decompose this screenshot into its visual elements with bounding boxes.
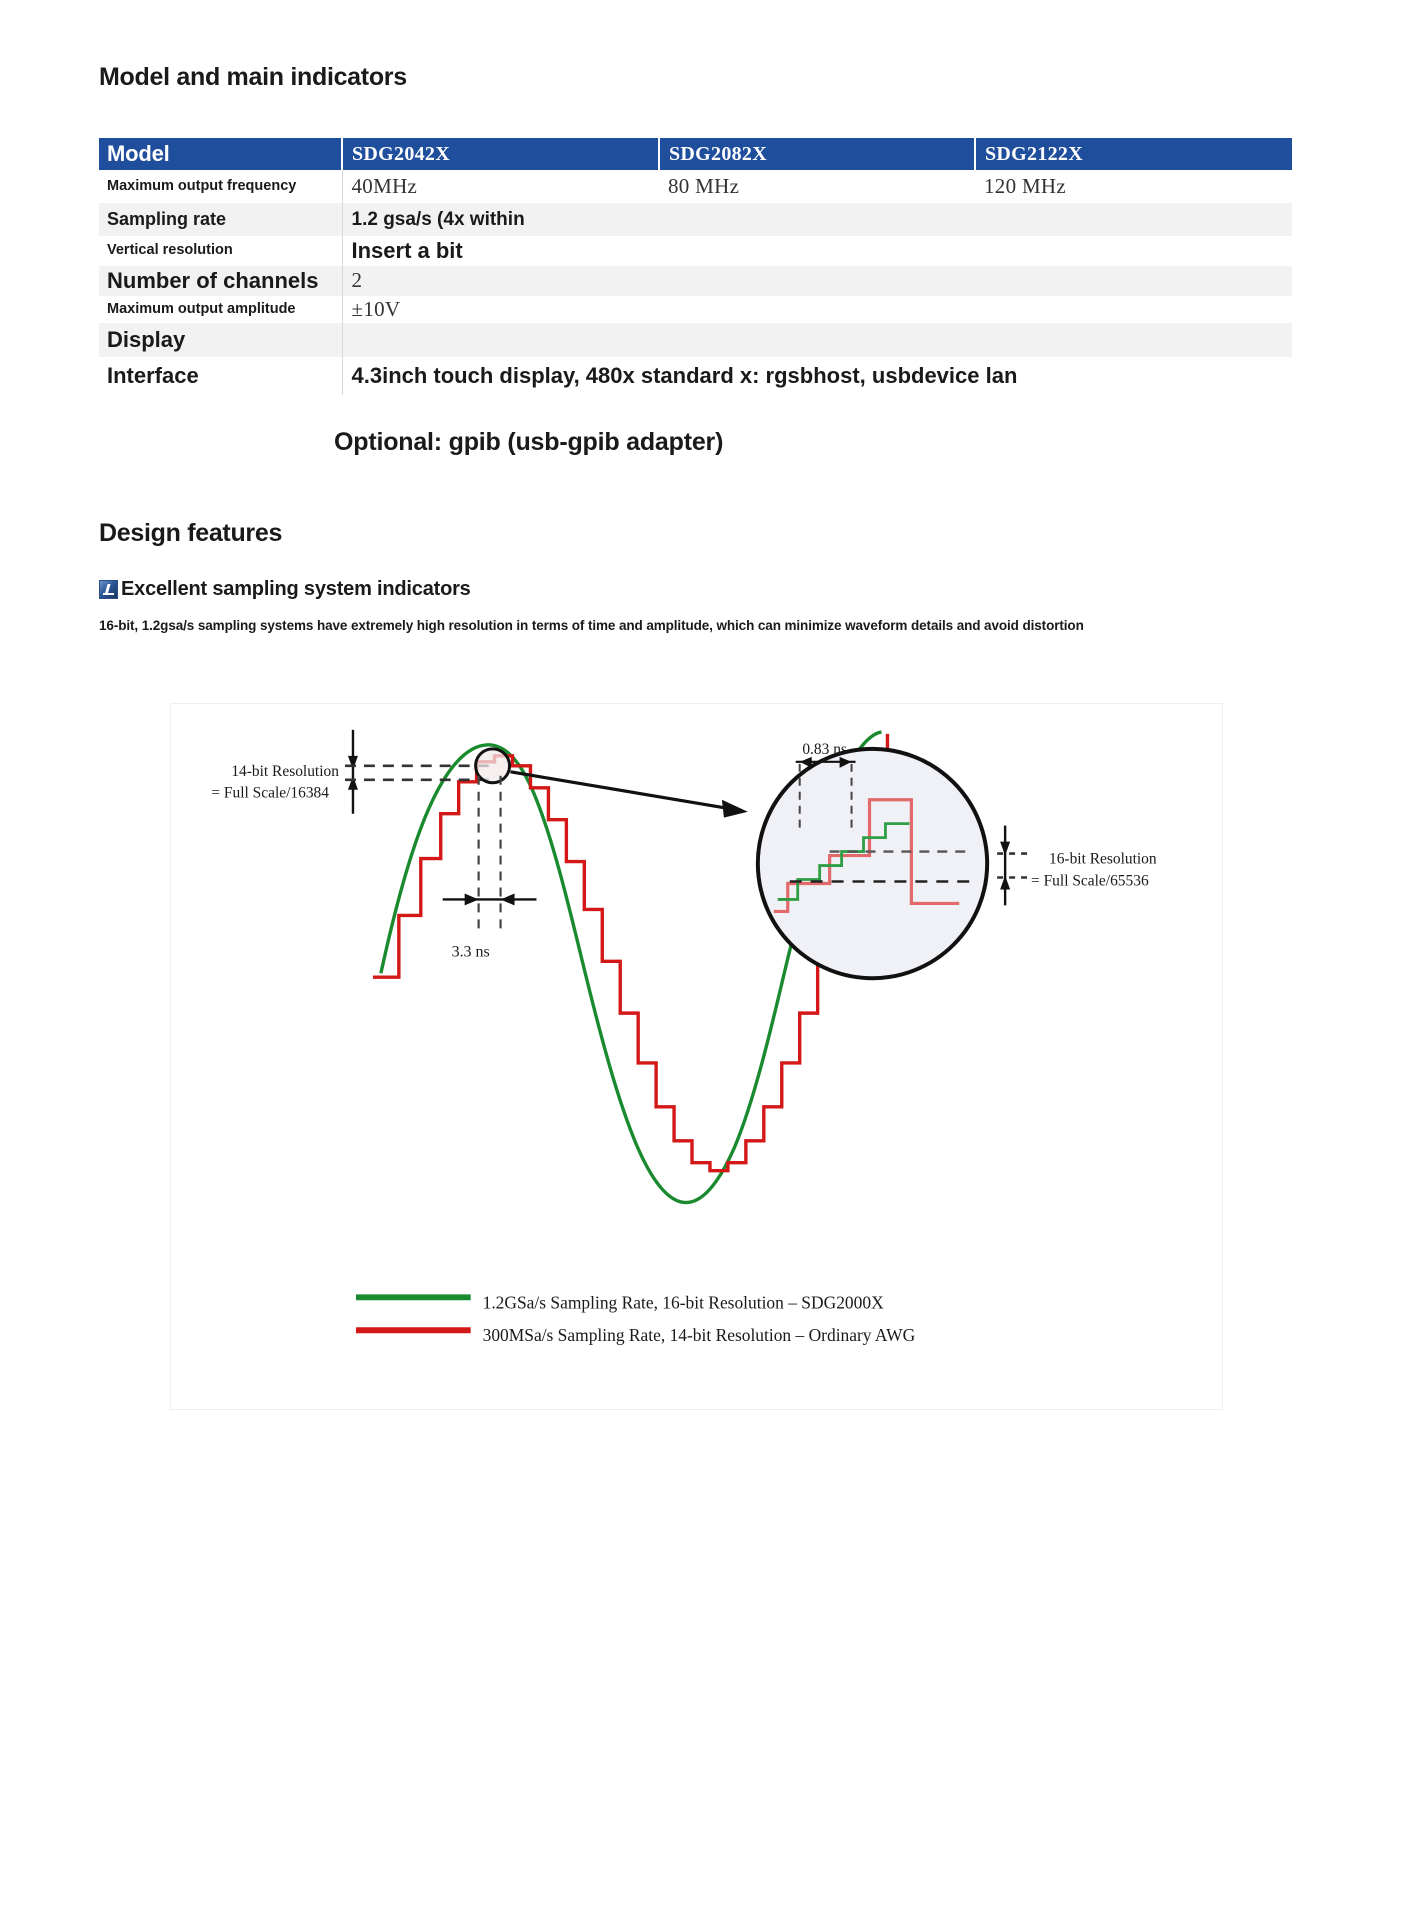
row-value-max-freq-sdg2042x: 40MHz	[351, 173, 418, 198]
blue-document-icon	[99, 580, 118, 599]
row-label-display: Display	[99, 323, 343, 357]
row-value-number-of-channels: 2	[351, 268, 363, 293]
row-value-maximum-output-amplitude: ±10V	[351, 296, 401, 321]
table-row: Vertical resolution Insert a bit	[99, 236, 1292, 266]
table-row: Interface 4.3inch touch display, 480x st…	[99, 357, 1292, 395]
legend-item-green: 1.2GSa/s Sampling Rate, 16-bit Resolutio…	[355, 1292, 884, 1312]
annotation-14bit-resolution: 14-bit Resolution = Full Scale/16384	[211, 729, 489, 814]
spec-table: Model SDG2042X SDG2082X SDG2122X Maximum…	[99, 138, 1292, 395]
table-header-model-1: SDG2042X	[341, 138, 659, 170]
magnifier-source-circle	[474, 747, 512, 785]
row-value-max-freq-sdg2082x: 80 MHz	[668, 173, 740, 198]
feature-heading-label: Excellent sampling system indicators	[121, 578, 471, 600]
table-row: Maximum output frequency 40MHz 80 MHz 12…	[99, 170, 1292, 203]
annotation-16bit-line1: 16-bit Resolution	[1049, 851, 1157, 868]
row-label-maximum-output-frequency: Maximum output frequency	[99, 170, 343, 203]
annotation-0-83ns-label: 0.83 ns	[802, 741, 847, 758]
magnifier-pointer-arrow	[510, 770, 748, 818]
page-title-model-and-main-indicators: Model and main indicators	[99, 63, 407, 91]
row-label-vertical-resolution: Vertical resolution	[99, 236, 343, 266]
row-value-max-freq-sdg2122x: 120 MHz	[984, 173, 1067, 198]
optional-gpib-note: Optional: gpib (usb-gpib adapter)	[334, 428, 724, 456]
feature-heading-row: Excellent sampling system indicators	[99, 578, 471, 601]
annotation-3-3ns-label: 3.3 ns	[452, 943, 490, 960]
row-value-vertical-resolution: Insert a bit	[351, 237, 463, 263]
legend-label-red: 300MSa/s Sampling Rate, 14-bit Resolutio…	[483, 1325, 916, 1345]
table-row: Number of channels 2	[99, 266, 1292, 296]
magnifier-detail-circle: 0.83 ns	[755, 741, 990, 981]
row-value-interface: 4.3inch touch display, 480x standard x: …	[351, 363, 1018, 389]
annotation-16bit-resolution: 16-bit Resolution = Full Scale/65536	[997, 825, 1157, 906]
row-value-display	[342, 323, 1292, 357]
row-label-number-of-channels: Number of channels	[99, 266, 343, 296]
row-label-interface: Interface	[99, 357, 343, 395]
table-header-model-2: SDG2082X	[658, 138, 975, 170]
table-header-model-label: Model	[99, 138, 342, 170]
row-value-sampling-rate: 1.2 gsa/s (4x within	[351, 208, 525, 230]
page-title-design-features: Design features	[99, 519, 283, 547]
annotation-step-width-3-3ns: 3.3 ns	[442, 775, 537, 960]
figure-canvas: 14-bit Resolution = Full Scale/16384	[211, 729, 1157, 1345]
table-header-model-3: SDG2122X	[974, 138, 1292, 170]
feature-body-text: 16-bit, 1.2gsa/s sampling systems have e…	[99, 618, 1084, 633]
table-row: Display	[99, 323, 1292, 357]
row-label-maximum-output-amplitude: Maximum output amplitude	[99, 296, 343, 323]
annotation-16bit-line2: = Full Scale/65536	[1031, 872, 1149, 889]
sampling-resolution-figure: 14-bit Resolution = Full Scale/16384	[170, 703, 1223, 1410]
table-header-row: Model SDG2042X SDG2082X SDG2122X	[99, 138, 1292, 170]
legend-label-green: 1.2GSa/s Sampling Rate, 16-bit Resolutio…	[483, 1292, 884, 1312]
row-label-sampling-rate: Sampling rate	[99, 203, 343, 236]
annotation-14bit-line1: 14-bit Resolution	[231, 763, 339, 780]
table-row: Sampling rate 1.2 gsa/s (4x within	[99, 203, 1292, 236]
series-red-staircase	[372, 733, 890, 1173]
table-row: Maximum output amplitude ±10V	[99, 296, 1292, 323]
chart-legend: 1.2GSa/s Sampling Rate, 16-bit Resolutio…	[355, 1292, 916, 1345]
annotation-14bit-line2: = Full Scale/16384	[211, 785, 329, 802]
legend-item-red: 300MSa/s Sampling Rate, 14-bit Resolutio…	[355, 1325, 916, 1345]
